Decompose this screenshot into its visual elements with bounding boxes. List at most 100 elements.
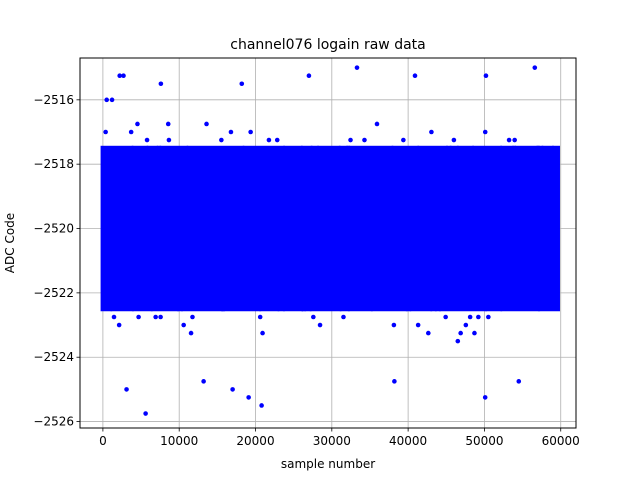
data-point: [341, 314, 346, 320]
data-point: [111, 314, 117, 320]
y-tick-label: −2518: [33, 157, 74, 171]
y-axis: −2526 −2524 −2522 −2520 −2518 −2516: [33, 93, 80, 429]
outlier-point: [532, 65, 538, 70]
data-point: [433, 306, 439, 312]
x-tick-label: 60000: [542, 434, 580, 448]
data-point: [444, 145, 450, 151]
data-point: [448, 145, 453, 151]
data-point: [390, 145, 395, 151]
x-tick-label: 40000: [389, 434, 427, 448]
outlier-point: [121, 73, 126, 78]
x-tick-label: 0: [99, 434, 107, 448]
data-point: [155, 145, 160, 151]
x-axis: 0 10000 20000 30000 40000 50000 60000: [99, 428, 580, 448]
chart-title: channel076 logain raw data: [230, 37, 425, 53]
data-point: [458, 330, 463, 336]
data-point: [281, 306, 287, 312]
data-point: [144, 137, 150, 143]
data-point: [344, 145, 350, 151]
data-point: [472, 330, 477, 336]
data-point: [415, 322, 421, 328]
data-point: [536, 306, 542, 312]
x-tick-label: 30000: [313, 434, 351, 448]
data-point: [338, 306, 343, 312]
data-point: [348, 137, 353, 143]
data-point: [467, 314, 473, 320]
outlier-point: [392, 379, 397, 384]
data-point: [130, 145, 135, 151]
data-point: [337, 145, 343, 151]
data-point: [204, 121, 209, 127]
data-point: [166, 137, 172, 143]
data-point: [486, 314, 491, 320]
data-point: [415, 145, 421, 151]
data-point: [540, 145, 545, 151]
data-point: [428, 306, 434, 312]
outlier-point: [239, 81, 245, 87]
data-point: [455, 145, 461, 151]
data-point: [506, 137, 512, 143]
data-point: [135, 121, 140, 127]
data-point: [188, 330, 194, 336]
data-point: [128, 129, 134, 135]
data-point: [158, 314, 163, 320]
plot-frame: [79, 57, 577, 429]
x-tick-label: 10000: [160, 434, 198, 448]
outlier-point: [143, 411, 148, 416]
dense-point-band: [100, 145, 560, 312]
outlier-point: [230, 387, 235, 392]
data-point: [407, 306, 413, 312]
data-point: [463, 322, 469, 328]
outlier-point: [259, 403, 264, 408]
data-point: [346, 306, 352, 312]
outlier-point: [483, 73, 489, 78]
outlier-point: [104, 97, 110, 103]
data-point: [276, 306, 281, 312]
data-point: [103, 129, 108, 135]
y-axis-title: ADC Code: [3, 213, 17, 273]
data-point: [274, 137, 280, 143]
y-tick-label: −2520: [33, 222, 74, 236]
data-point: [391, 322, 397, 328]
outlier-point: [158, 81, 164, 87]
data-point: [483, 306, 489, 312]
data-point: [266, 137, 272, 143]
data-point: [374, 121, 380, 127]
data-point: [175, 306, 181, 312]
x-tick-label: 50000: [465, 434, 503, 448]
data-point: [228, 129, 234, 135]
data-point: [512, 145, 518, 151]
data-point: [311, 314, 316, 320]
outlier-point: [482, 395, 488, 400]
outlier-point: [124, 387, 129, 392]
outlier-point: [117, 73, 122, 78]
y-tick-label: −2526: [33, 415, 74, 429]
data-point: [136, 314, 141, 320]
data-points: [100, 65, 560, 416]
data-point: [149, 306, 155, 312]
data-point: [437, 306, 443, 312]
data-point: [248, 129, 253, 135]
data-point: [482, 129, 488, 135]
data-point: [315, 145, 321, 151]
outlier-point: [412, 73, 418, 78]
data-point: [470, 145, 476, 151]
data-point: [109, 306, 114, 312]
data-point: [512, 137, 517, 143]
data-point: [404, 306, 410, 312]
data-point: [219, 137, 224, 143]
data-point: [498, 306, 504, 312]
data-point: [426, 330, 431, 336]
y-tick-label: −2516: [33, 93, 74, 107]
outlier-point: [201, 379, 206, 384]
data-point: [165, 121, 171, 127]
outlier-point: [306, 73, 312, 78]
data-point: [153, 314, 158, 320]
data-point: [130, 306, 136, 312]
data-point: [241, 145, 246, 151]
data-point: [299, 145, 305, 151]
outlier-point: [516, 379, 522, 384]
data-point: [309, 145, 314, 151]
outlier-point: [354, 65, 360, 70]
